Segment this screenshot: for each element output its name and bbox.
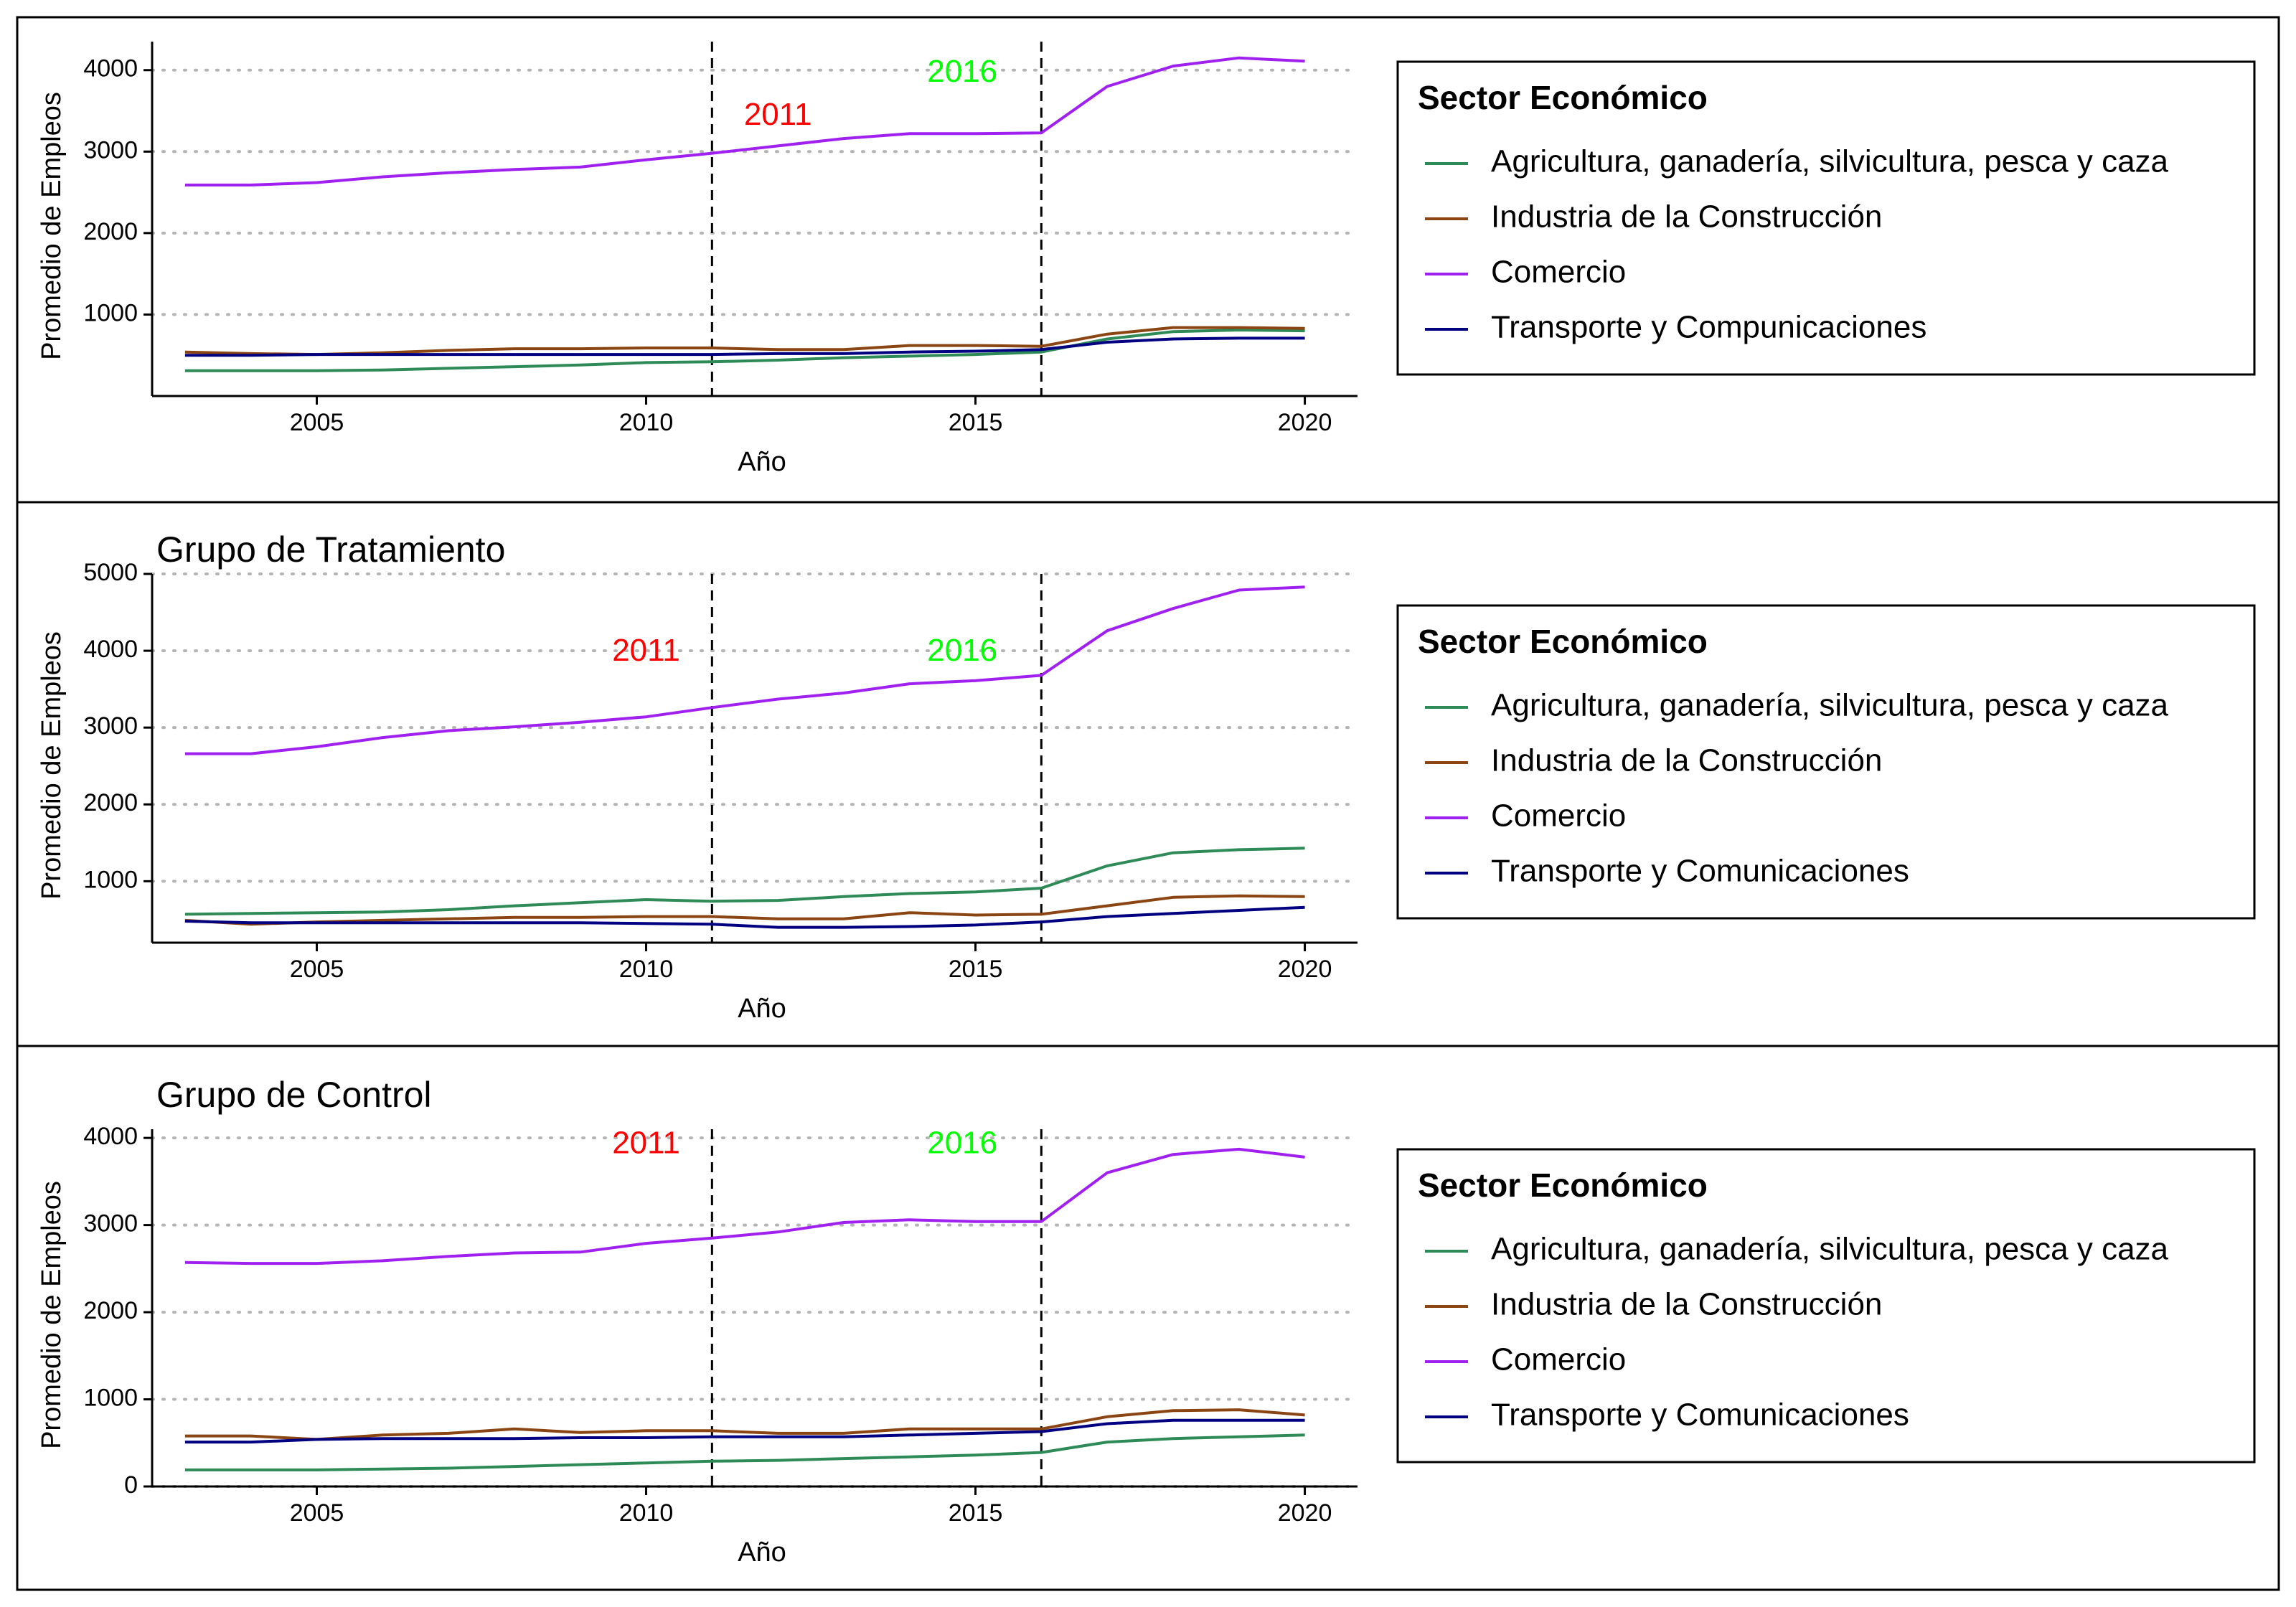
x-axis-title: Año	[738, 994, 786, 1024]
y-tick-label: 3000	[83, 712, 138, 740]
legend-entry: Comercio	[1491, 255, 1626, 290]
legend: Sector Económico Agricultura, ganadería, …	[1396, 60, 2256, 376]
legend-entry: Agricultura, ganadería, silvicultura, pe…	[1491, 1232, 2169, 1267]
x-tick-label: 2020	[1278, 1499, 1332, 1527]
series-line-1	[184, 329, 1305, 372]
chart-panel-3: Grupo de Control 0 1000 2000 3000 4000 2005 201…	[16, 1045, 2280, 1591]
y-axis-title: Promedio de Empleos	[37, 631, 67, 900]
y-tick-label: 2000	[83, 218, 138, 245]
legend-title: Sector Económico	[1418, 79, 1708, 116]
y-tick-label: 2000	[83, 789, 138, 816]
series-line-3	[184, 1147, 1305, 1266]
series-line-3	[184, 585, 1305, 755]
y-tick-label: 1000	[83, 1385, 138, 1412]
y-tick-label: 3000	[83, 136, 138, 164]
legend: Sector Económico Agricultura, ganadería, …	[1396, 604, 2256, 920]
series-line-3	[184, 56, 1305, 187]
legend-entry: Agricultura, ganadería, silvicultura, pe…	[1491, 688, 2169, 723]
series-line-4	[184, 1418, 1305, 1444]
reference-label-2016: 2016	[927, 54, 997, 89]
legend-entry: Transporte y Comunicaciones	[1491, 1398, 1909, 1433]
legend-entry: Industria de la Construcción	[1491, 1287, 1882, 1322]
legend-title: Sector Económico	[1418, 1167, 1708, 1204]
y-tick-label: 1000	[83, 866, 138, 893]
x-tick-label: 2010	[619, 1499, 674, 1527]
panel-title: Grupo de Control	[156, 1075, 432, 1115]
chart-panel-2: Grupo de Tratamiento 1000 2000 3000 4000 5000…	[16, 501, 2280, 1047]
x-tick-label: 2005	[290, 1499, 344, 1527]
x-tick-label: 2015	[949, 956, 1003, 983]
x-tick-label: 2020	[1278, 409, 1332, 436]
panel-border	[16, 1045, 2280, 1591]
reference-label-2016: 2016	[927, 633, 997, 668]
series-line-4	[184, 336, 1305, 357]
x-axis-title: Año	[738, 447, 786, 477]
legend: Sector Económico Agricultura, ganadería, …	[1396, 1148, 2256, 1464]
legend-box	[1396, 604, 2256, 920]
reference-label-2011: 2011	[744, 97, 812, 132]
legend-entry: Comercio	[1491, 1342, 1626, 1377]
series-line-1	[184, 1433, 1305, 1471]
y-tick-label: 4000	[83, 1123, 138, 1150]
x-tick-label: 2015	[949, 409, 1003, 436]
legend-entry: Industria de la Construcción	[1491, 199, 1882, 235]
legend-entry: Transporte y Compunicaciones	[1491, 310, 1926, 345]
legend-title: Sector Económico	[1418, 623, 1708, 660]
legend-entry: Transporte y Comunicaciones	[1491, 854, 1909, 889]
y-tick-label: 2000	[83, 1297, 138, 1324]
x-tick-label: 2005	[290, 409, 344, 436]
reference-label-2011: 2011	[612, 633, 680, 668]
y-tick-label: 5000	[83, 559, 138, 586]
series-line-1	[184, 847, 1305, 916]
series-line-2	[184, 1408, 1305, 1441]
panel-title: Grupo de Tratamiento	[156, 529, 505, 570]
y-tick-label: 4000	[83, 636, 138, 663]
y-tick-label: 4000	[83, 55, 138, 83]
legend-box	[1396, 1148, 2256, 1464]
legend-entry: Comercio	[1491, 798, 1626, 834]
series-line-2	[184, 894, 1305, 926]
y-tick-label: 1000	[83, 299, 138, 326]
legend-entry: Industria de la Construcción	[1491, 743, 1882, 778]
x-tick-label: 2020	[1278, 956, 1332, 983]
reference-label-2016: 2016	[927, 1125, 997, 1160]
y-tick-label: 0	[124, 1471, 138, 1499]
x-tick-label: 2010	[619, 409, 674, 436]
x-tick-label: 2005	[290, 956, 344, 983]
legend-box	[1396, 60, 2256, 376]
x-tick-label: 2010	[619, 956, 674, 983]
y-tick-label: 3000	[83, 1210, 138, 1238]
x-axis-title: Año	[738, 1537, 786, 1568]
series-line-4	[184, 905, 1305, 929]
legend-entry: Agricultura, ganadería, silvicultura, pe…	[1491, 144, 2169, 179]
chart-panel-1: 1000 2000 3000 4000 2005 2010 2015 2020 Año Prome…	[16, 16, 2280, 504]
x-tick-label: 2015	[949, 1499, 1003, 1527]
reference-label-2011: 2011	[612, 1125, 680, 1160]
y-axis-title: Promedio de Empleos	[37, 1181, 67, 1449]
y-axis-title: Promedio de Empleos	[37, 92, 67, 360]
